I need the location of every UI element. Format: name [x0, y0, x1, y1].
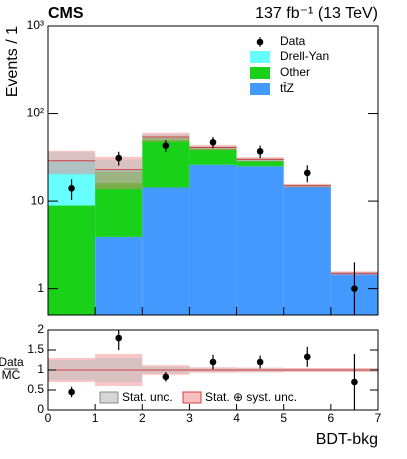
x-tick-label: 4	[233, 411, 240, 425]
lumi-label: 137 fb⁻¹ (13 TeV)	[255, 5, 378, 22]
legend-label: Drell-Yan	[280, 49, 329, 63]
data-point	[115, 334, 123, 342]
data-point	[162, 373, 170, 381]
x-tick-label: 7	[375, 411, 382, 425]
stack-segment	[142, 187, 190, 315]
legend-swatch	[250, 83, 270, 95]
legend-marker	[256, 38, 264, 46]
y-tick-label: 1	[37, 281, 44, 295]
legend-label: tt̄Z	[280, 81, 294, 95]
legend-swatch	[99, 391, 119, 404]
stack-segment	[189, 164, 237, 315]
plot-frame	[47, 25, 379, 316]
data-point	[209, 358, 217, 366]
stack-segment	[236, 166, 284, 315]
stack-segment	[189, 148, 237, 165]
uncertainty-band	[95, 159, 143, 184]
experiment-label: CMS	[48, 5, 84, 22]
x-tick-label: 5	[280, 411, 287, 425]
legend-swatch	[250, 67, 270, 79]
data-point	[209, 138, 217, 146]
ratio-y-label-denominator: MC	[2, 368, 21, 382]
y-tick-label: 10²	[27, 106, 44, 120]
legend-label: Other	[280, 65, 310, 79]
x-tick-label: 6	[328, 411, 335, 425]
ratio-y-tick-label: 1	[37, 362, 44, 376]
data-point	[162, 142, 170, 149]
x-tick-label: 3	[186, 411, 193, 425]
data-point	[115, 154, 123, 162]
x-tick-label: 1	[92, 411, 99, 425]
legend-swatch	[182, 391, 202, 404]
data-point	[351, 378, 358, 386]
ratio-y-tick-label: 1.5	[27, 342, 44, 356]
uncertainty-band	[48, 152, 96, 172]
stack-segment	[283, 186, 331, 315]
y-tick-label: 10³	[27, 18, 44, 32]
data-point	[256, 358, 264, 366]
legend-swatch	[250, 51, 270, 63]
x-tick-label: 0	[45, 411, 52, 425]
ratio-y-tick-label: 0	[37, 402, 44, 416]
data-point	[68, 185, 75, 192]
legend-label: Stat. unc.	[122, 390, 173, 404]
data-point	[303, 353, 311, 361]
y-axis-label: Events / 1	[4, 26, 21, 97]
data-point	[351, 285, 358, 292]
data-point	[303, 169, 311, 177]
x-tick-label: 2	[139, 411, 146, 425]
data-point	[68, 388, 75, 396]
legend-label: Data	[280, 34, 306, 48]
stack-segment	[95, 236, 143, 315]
x-axis-label: BDT-bkg	[316, 431, 378, 448]
stack-segment	[236, 160, 284, 167]
ratio-y-tick-label: 0.5	[27, 382, 44, 396]
y-tick-label: 10	[31, 193, 45, 207]
data-point	[256, 148, 264, 155]
stack-segment	[48, 205, 96, 315]
legend-label: Stat. ⊕ syst. unc.	[205, 390, 297, 404]
ratio-y-tick-label: 2	[37, 322, 44, 336]
ratio-y-label-numerator: Data	[0, 355, 24, 369]
